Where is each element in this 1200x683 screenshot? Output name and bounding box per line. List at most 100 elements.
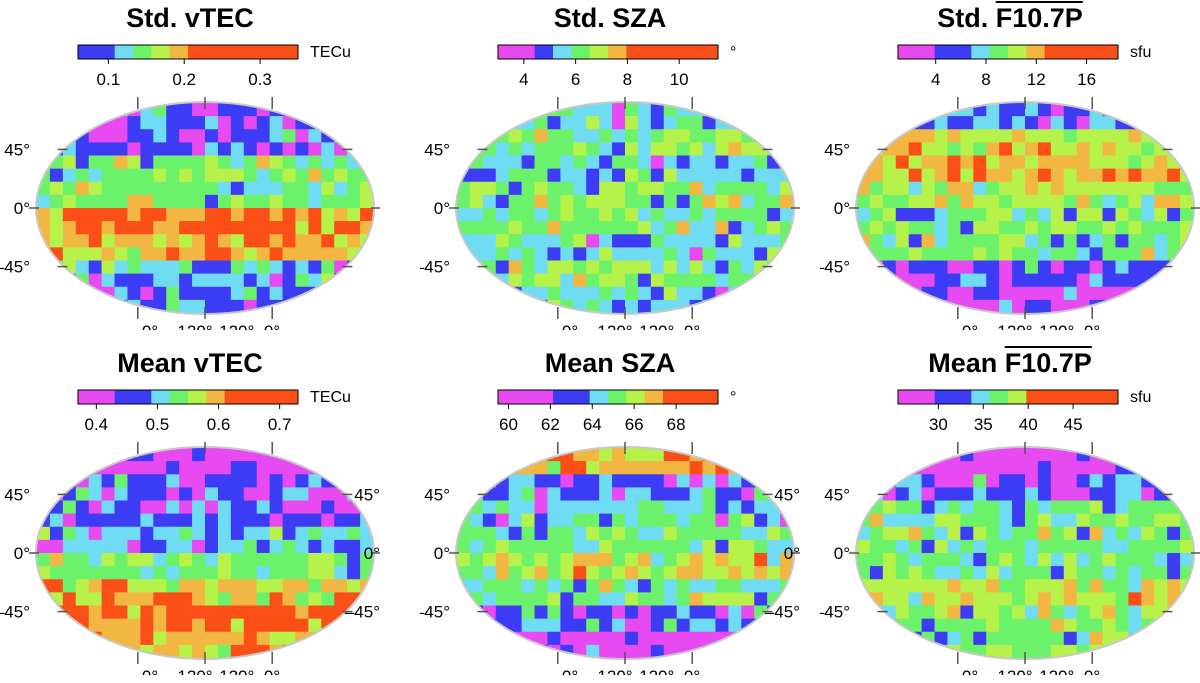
heat-cell <box>973 605 987 620</box>
heat-cell <box>88 500 103 515</box>
heat-cell <box>612 592 626 606</box>
heat-cell <box>101 500 115 515</box>
heat-cell <box>1102 168 1116 183</box>
heat-cell <box>269 500 283 515</box>
heat-cell <box>179 553 193 567</box>
heat-cell <box>166 103 180 117</box>
heat-cell <box>663 273 678 288</box>
heat-cell <box>179 592 193 606</box>
heat-cell <box>521 474 535 488</box>
heat-cell <box>728 644 742 658</box>
heat-cell <box>308 260 322 275</box>
heat-cell <box>1076 513 1091 528</box>
heat-cell <box>921 644 935 658</box>
heat-cell <box>243 129 258 143</box>
heat-cell <box>573 247 587 261</box>
heat-cell <box>754 579 768 593</box>
heat-cell <box>153 194 167 209</box>
heat-cell <box>321 299 335 313</box>
heat-cell <box>689 155 703 170</box>
heat-cell <box>1102 500 1116 515</box>
heat-cell <box>676 461 691 475</box>
heat-cell <box>1115 579 1129 593</box>
heat-cell <box>637 448 652 462</box>
heat-cell <box>153 142 167 156</box>
heat-cell <box>999 142 1013 156</box>
heat-cell <box>1141 513 1155 528</box>
heat-cell <box>547 116 561 130</box>
heat-cell <box>321 116 335 130</box>
heat-cell <box>1115 474 1129 488</box>
heat-cell <box>599 474 613 488</box>
lat-label: 45° <box>424 140 450 159</box>
heat-cell <box>495 260 510 275</box>
heat-cell <box>728 513 742 528</box>
heat-cell <box>1089 247 1103 261</box>
heat-cell <box>282 260 296 275</box>
heat-cell <box>767 513 781 528</box>
heat-cell <box>521 103 535 117</box>
heat-cell <box>308 168 322 183</box>
colorbar-unit: sfu <box>1130 44 1151 61</box>
heat-cell <box>321 631 335 646</box>
heat-cell <box>767 194 781 209</box>
heat-cell <box>101 181 115 196</box>
heat-cell <box>334 513 348 528</box>
heat-cell <box>153 631 167 646</box>
heat-cell <box>882 221 897 235</box>
heat-cell <box>1154 155 1168 170</box>
heat-cell <box>689 539 703 554</box>
heat-cell <box>166 539 180 554</box>
heat-cell <box>882 513 897 528</box>
heat-cell <box>986 194 1000 209</box>
heat-cell <box>857 299 871 313</box>
heat-cell <box>469 474 484 488</box>
heat-cell <box>1115 539 1129 554</box>
heat-cell <box>62 286 77 301</box>
heat-cell <box>586 234 600 248</box>
colorbar-segment <box>571 45 591 59</box>
heat-cell <box>921 260 935 275</box>
heat-cell <box>999 286 1013 301</box>
heat-cell <box>1012 618 1026 633</box>
heat-cell <box>217 461 232 475</box>
heat-cell <box>256 461 271 475</box>
heat-cell <box>140 286 154 301</box>
heat-cell <box>1063 234 1078 248</box>
heat-cell <box>534 618 548 633</box>
heat-cell <box>256 142 271 156</box>
heat-cell <box>166 592 180 606</box>
heat-cell <box>702 181 716 196</box>
heat-cell <box>1167 129 1181 143</box>
colorbar-tick-label: 0.4 <box>85 415 109 434</box>
heat-cell <box>663 487 678 501</box>
heat-cell <box>75 194 90 209</box>
colorbar-segment <box>681 45 701 59</box>
heat-cell <box>947 631 961 646</box>
heat-cell <box>482 155 497 170</box>
lat-label-right: 45° <box>354 485 380 504</box>
colorbar-segment <box>971 390 991 404</box>
heat-cell <box>663 194 678 209</box>
heat-cell <box>547 208 561 222</box>
lon-label: –120° <box>630 667 675 675</box>
heat-cell <box>689 566 703 580</box>
heat-cell <box>508 500 523 515</box>
heat-cell <box>663 260 678 275</box>
heat-cell <box>780 539 793 554</box>
heat-cell <box>663 221 678 235</box>
heat-cell <box>586 260 600 275</box>
heat-cell <box>321 247 335 261</box>
heat-cell <box>295 299 309 313</box>
heat-cell <box>49 566 64 580</box>
heat-cell <box>1141 448 1155 462</box>
heat-cell <box>321 605 335 620</box>
heat-cell <box>882 592 897 606</box>
colorbar-segment <box>916 45 936 59</box>
heat-cell <box>179 487 193 501</box>
heat-cell <box>205 142 219 156</box>
heat-cell <box>127 487 141 501</box>
heat-cell <box>347 526 361 541</box>
heat-cell <box>986 566 1000 580</box>
heat-cell <box>650 247 665 261</box>
